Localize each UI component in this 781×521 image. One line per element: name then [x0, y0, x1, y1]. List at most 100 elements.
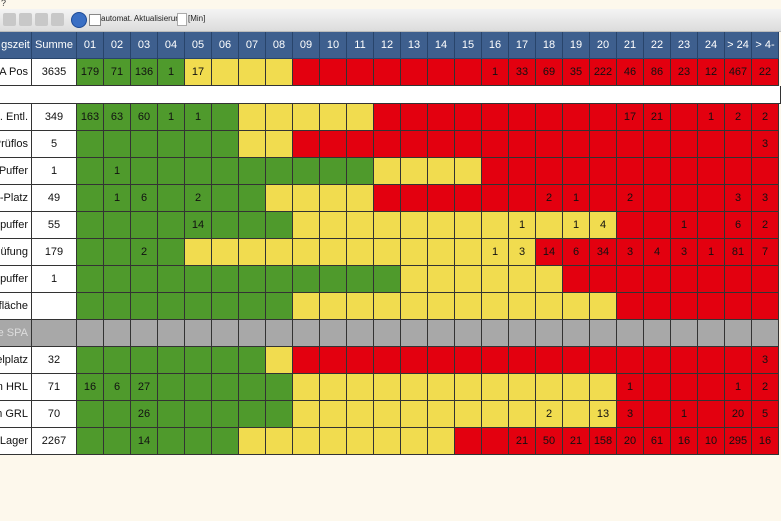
status-cell	[374, 401, 401, 428]
status-cell: 71	[104, 59, 131, 86]
status-cell	[212, 266, 239, 293]
status-cell	[320, 59, 347, 86]
status-cell	[347, 185, 374, 212]
status-cell	[644, 320, 671, 347]
status-cell	[428, 266, 455, 293]
status-cell: 3	[617, 401, 644, 428]
status-cell	[509, 266, 536, 293]
status-cell: 2	[617, 185, 644, 212]
column-header: 01	[77, 32, 104, 59]
status-cell: 3	[671, 239, 698, 266]
status-cell	[374, 104, 401, 131]
status-cell	[320, 266, 347, 293]
status-cell	[644, 266, 671, 293]
status-cell	[347, 212, 374, 239]
status-cell: 21	[563, 428, 590, 455]
status-cell	[509, 104, 536, 131]
status-cell: 2	[131, 239, 158, 266]
delete-button[interactable]	[19, 13, 32, 26]
menu[interactable]: ?	[1, 0, 7, 8]
status-cell	[455, 239, 482, 266]
auto-refresh-label: automat. Aktualisierung	[101, 14, 185, 23]
status-cell	[104, 428, 131, 455]
status-cell	[590, 185, 617, 212]
status-cell	[158, 266, 185, 293]
status-cell: 467	[725, 59, 752, 86]
status-cell: 33	[509, 59, 536, 86]
status-cell: 1	[482, 59, 509, 86]
status-cell	[212, 131, 239, 158]
status-cell	[428, 59, 455, 86]
status-cell: 3	[509, 239, 536, 266]
column-header: 08	[266, 32, 293, 59]
status-cell: 4	[590, 212, 617, 239]
column-header: > 4-	[752, 32, 779, 59]
status-cell	[77, 158, 104, 185]
column-header: 07	[239, 32, 266, 59]
status-cell	[698, 185, 725, 212]
status-cell: 1	[671, 401, 698, 428]
status-cell: 1	[185, 104, 212, 131]
status-cell	[455, 347, 482, 374]
status-cell	[482, 374, 509, 401]
status-cell: 86	[644, 59, 671, 86]
status-cell	[644, 131, 671, 158]
status-cell	[590, 320, 617, 347]
interval-input[interactable]	[177, 13, 187, 26]
status-cell	[698, 320, 725, 347]
status-cell	[266, 185, 293, 212]
status-cell	[347, 239, 374, 266]
status-cell	[239, 293, 266, 320]
status-cell: 2	[725, 104, 752, 131]
status-cell	[725, 293, 752, 320]
status-cell	[320, 158, 347, 185]
status-cell	[698, 293, 725, 320]
status-cell	[239, 59, 266, 86]
export-button[interactable]	[51, 13, 64, 26]
undo-button[interactable]	[3, 13, 16, 26]
status-cell	[239, 185, 266, 212]
status-cell	[293, 239, 320, 266]
status-cell	[482, 320, 509, 347]
status-cell	[266, 401, 293, 428]
status-cell	[590, 158, 617, 185]
status-cell	[212, 428, 239, 455]
row-sum: 1	[32, 158, 77, 185]
status-cell	[77, 266, 104, 293]
status-cell	[617, 131, 644, 158]
auto-refresh-checkbox[interactable]	[89, 14, 101, 26]
status-cell	[77, 320, 104, 347]
help-button[interactable]	[71, 12, 87, 28]
status-cell: 1	[617, 374, 644, 401]
status-cell	[401, 320, 428, 347]
row-sum: 55	[32, 212, 77, 239]
status-cell	[401, 239, 428, 266]
status-cell: 16	[671, 428, 698, 455]
status-cell	[185, 158, 212, 185]
status-cell	[347, 347, 374, 374]
status-cell	[536, 266, 563, 293]
status-cell	[131, 293, 158, 320]
status-cell	[185, 293, 212, 320]
status-cell	[563, 374, 590, 401]
status-cell: 50	[536, 428, 563, 455]
row-sum: 70	[32, 401, 77, 428]
status-cell	[212, 374, 239, 401]
status-cell	[185, 374, 212, 401]
status-cell	[725, 266, 752, 293]
status-cell	[293, 212, 320, 239]
status-cell	[509, 401, 536, 428]
status-cell	[158, 158, 185, 185]
status-cell	[455, 374, 482, 401]
status-cell	[77, 347, 104, 374]
column-header: 11	[347, 32, 374, 59]
status-cell	[347, 428, 374, 455]
status-cell	[293, 185, 320, 212]
status-cell	[455, 320, 482, 347]
status-cell	[428, 185, 455, 212]
print-button[interactable]	[35, 13, 48, 26]
status-cell	[104, 401, 131, 428]
status-cell	[347, 131, 374, 158]
status-cell	[374, 131, 401, 158]
status-cell	[212, 293, 239, 320]
